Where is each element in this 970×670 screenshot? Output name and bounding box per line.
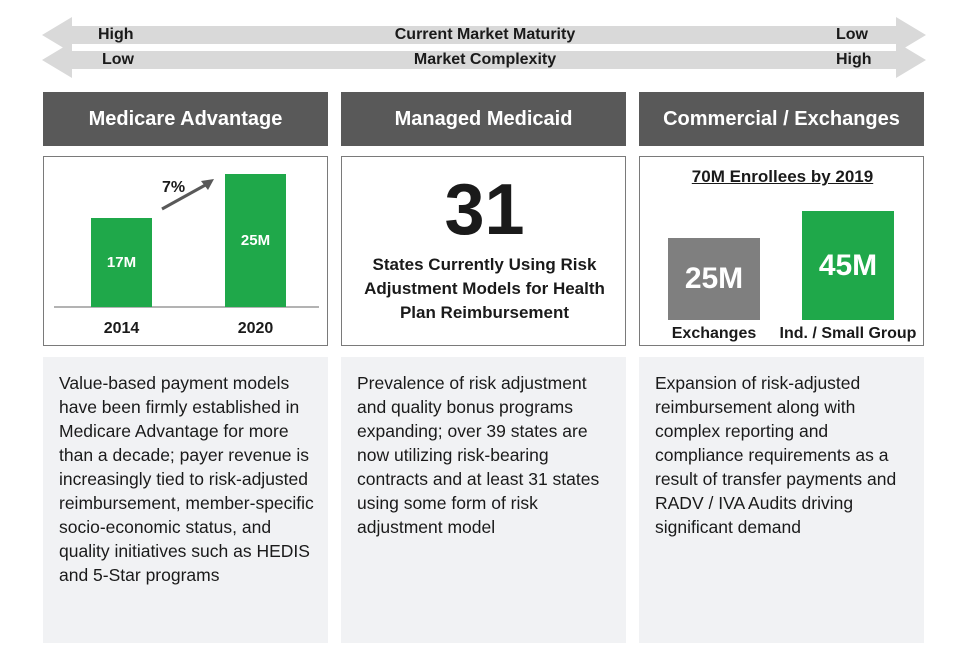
commercial-chart-panel: 70M Enrollees by 2019 25M 45M Exchanges … xyxy=(639,156,924,346)
states-caption: States Currently Using Risk Adjustment M… xyxy=(364,255,605,322)
label-exchanges: Exchanges xyxy=(671,325,757,342)
maturity-left-label: High xyxy=(98,26,134,43)
medicare-growth-label: 7% xyxy=(162,179,186,196)
enrollees-title: 70M Enrollees by 2019 xyxy=(691,167,874,186)
header-managed-medicaid: Managed Medicaid xyxy=(341,92,626,146)
tick-2020: 2020 xyxy=(237,320,274,337)
medicaid-stat-panel: 31 States Currently Using Risk Adjustmen… xyxy=(341,156,626,346)
maturity-center-label: Current Market Maturity xyxy=(394,26,576,43)
medicaid-description: Prevalence of risk adjustment and qualit… xyxy=(341,357,626,643)
states-count: 31 xyxy=(444,170,525,250)
header-commercial-exchanges: Commercial / Exchanges xyxy=(639,92,924,146)
maturity-right-label: Low xyxy=(836,26,868,43)
complexity-right-label: High xyxy=(836,51,872,68)
bar-2020: 25M xyxy=(225,174,286,307)
bar-2014: 17M xyxy=(91,218,152,307)
bar-small-group: 45M xyxy=(802,211,894,320)
medicare-growth-arrow xyxy=(54,179,319,308)
medicare-description: Value-based payment models have been fir… xyxy=(43,357,328,643)
complexity-center-label: Market Complexity xyxy=(413,51,557,68)
tick-2014: 2014 xyxy=(103,320,140,337)
scale-arrows xyxy=(42,17,926,78)
complexity-left-label: Low xyxy=(102,51,134,68)
maturity-arrow xyxy=(42,17,926,53)
bar-exchanges: 25M xyxy=(668,238,760,320)
complexity-arrow xyxy=(42,42,926,78)
commercial-description: Expansion of risk-adjusted reimbursement… xyxy=(639,357,924,643)
header-medicare-advantage: Medicare Advantage xyxy=(43,92,328,146)
label-small-group: Ind. / Small Group xyxy=(779,325,917,342)
medicare-chart-panel: 7% 17M 25M 2014 2020 xyxy=(43,156,328,346)
